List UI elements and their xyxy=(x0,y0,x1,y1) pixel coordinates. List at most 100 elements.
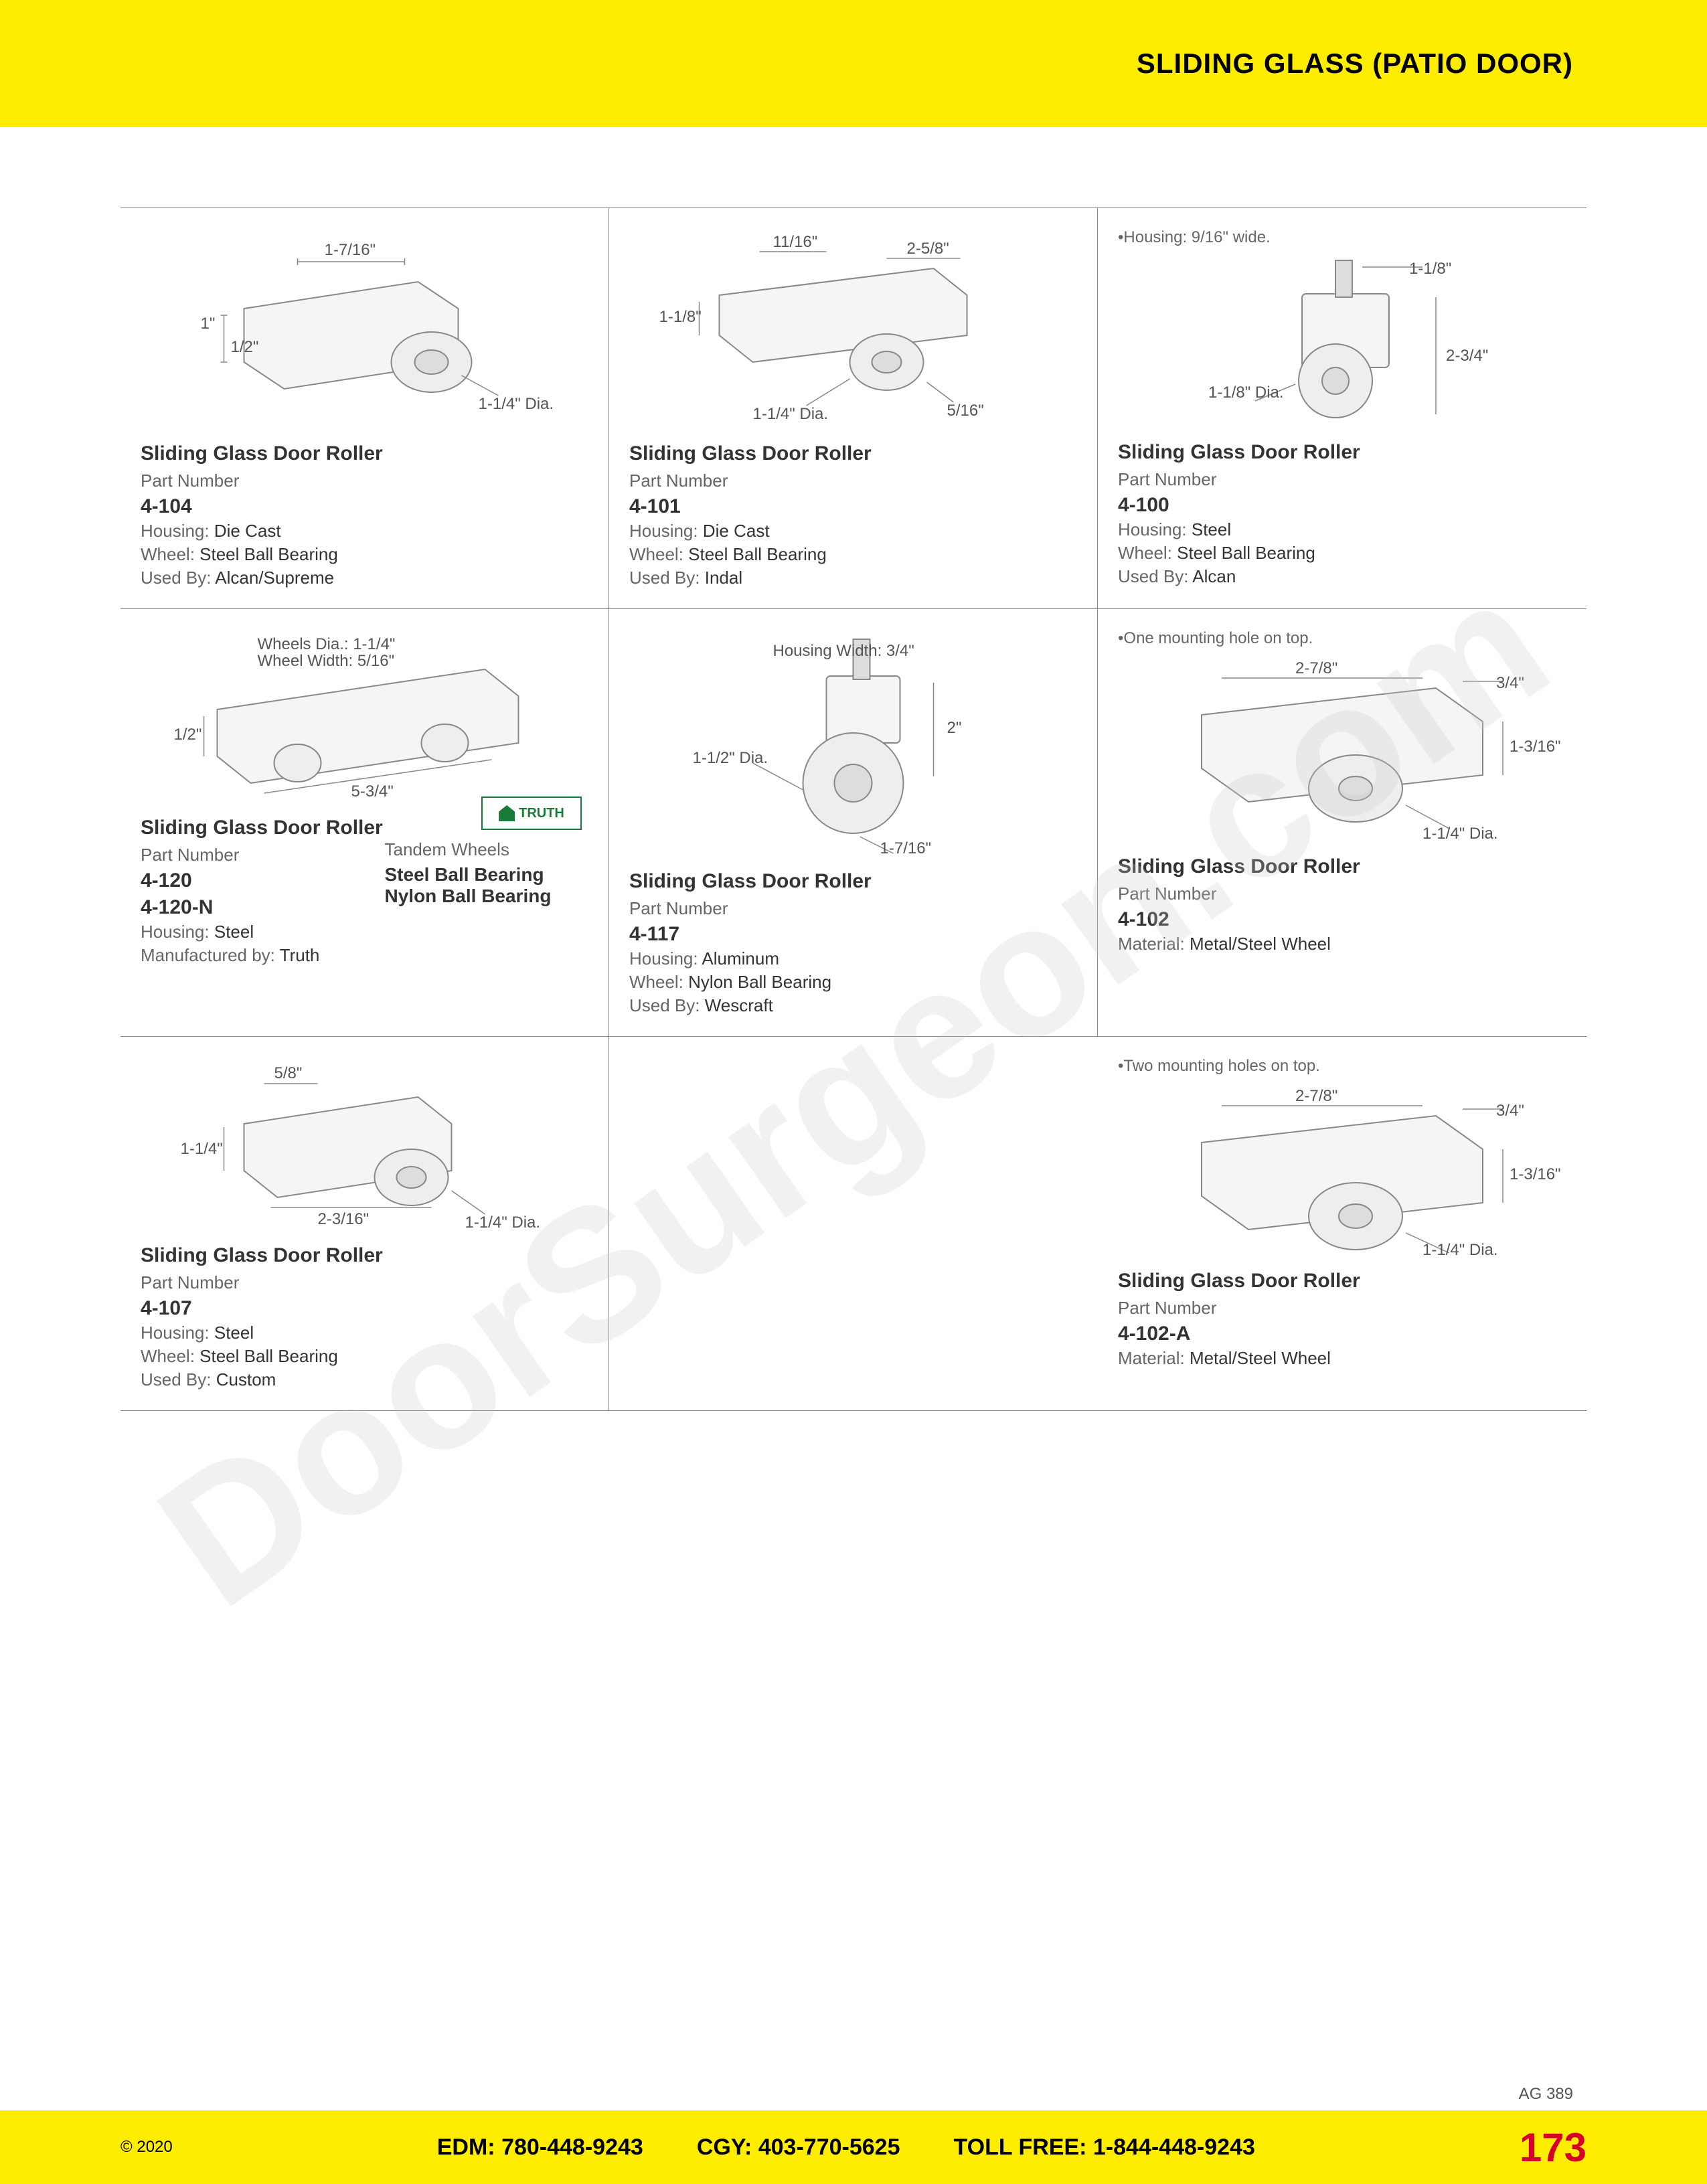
spec: Wheel: Nylon Ball Bearing xyxy=(629,972,1077,993)
note: •Two mounting holes on top. xyxy=(1118,1057,1566,1076)
product-title: Sliding Glass Door Roller xyxy=(629,442,1077,465)
spec: Housing: Steel xyxy=(1118,519,1566,540)
product-title: Sliding Glass Door Roller xyxy=(1118,1270,1566,1292)
product-title: Sliding Glass Door Roller xyxy=(141,442,588,465)
part-label: Part Number xyxy=(1118,884,1566,904)
dim-label: Wheels Dia.: 1-1/4" xyxy=(258,635,396,653)
dim-label: 1-1/2" Dia. xyxy=(693,749,768,767)
dim-label: 1-1/8" xyxy=(659,308,702,326)
product-grid: 1-7/16" 1" 1/2" 1-1/4" Dia. Sliding Glas… xyxy=(120,207,1587,1411)
part-number: 4-102 xyxy=(1118,908,1566,931)
dim-label: 2-5/8" xyxy=(907,240,949,258)
dim-label: 5/16" xyxy=(947,402,984,420)
dim-label: 1-3/16" xyxy=(1510,738,1561,756)
dim-label: 3/4" xyxy=(1496,674,1524,692)
dim-label: Wheel Width: 5/16" xyxy=(258,652,395,670)
spec: Housing: Die Cast xyxy=(141,521,588,541)
truth-logo: TRUTH xyxy=(481,796,582,830)
part-number: 4-120 xyxy=(141,869,345,892)
spec: Wheel: Steel Ball Bearing xyxy=(141,544,588,565)
part-label: Part Number xyxy=(629,471,1077,491)
dim-label: 1/2" xyxy=(231,338,259,356)
ag-label: AG 389 xyxy=(1519,2085,1573,2104)
part-number: 4-107 xyxy=(141,1297,588,1320)
dim-label: 1" xyxy=(201,315,216,333)
header-title: SLIDING GLASS (PATIO DOOR) xyxy=(1137,48,1573,80)
diagram-4-102: 2-7/8" 3/4" 1-3/16" 1-1/4" Dia. xyxy=(1118,655,1566,842)
dim-label: 1-7/16" xyxy=(325,241,376,259)
spec: Used By: Custom xyxy=(141,1369,588,1390)
part-number: 4-104 xyxy=(141,495,588,518)
diagram-4-120: Wheels Dia.: 1-1/4" Wheel Width: 5/16" 1… xyxy=(141,629,588,803)
dim-label: 1-1/4" Dia. xyxy=(465,1213,541,1231)
spec: Used By: Wescraft xyxy=(629,995,1077,1016)
product-cell-4-104: 1-7/16" 1" 1/2" 1-1/4" Dia. Sliding Glas… xyxy=(120,208,609,609)
part-label: Part Number xyxy=(1118,469,1566,490)
spec: Wheel: Steel Ball Bearing xyxy=(141,1346,588,1367)
dim-label: 1-3/16" xyxy=(1510,1165,1561,1183)
dim-label: 3/4" xyxy=(1496,1102,1524,1120)
diagram-4-100: 1-1/8" 1-1/8" Dia. 2-3/4" xyxy=(1118,254,1566,428)
part-label: Part Number xyxy=(141,1272,588,1293)
dim-label: 1/2" xyxy=(174,726,202,744)
footer-copyright: © 2020 xyxy=(120,2138,173,2157)
dim-label: 1-1/4" Dia. xyxy=(753,405,829,423)
diagram-4-117: Housing Width: 3/4" 1-1/2" Dia. 2" 1-7/1… xyxy=(629,629,1077,857)
dim-label: 5-3/4" xyxy=(351,782,394,801)
spec: Material: Metal/Steel Wheel xyxy=(1118,934,1566,954)
dim-label: Housing Width: 3/4" xyxy=(773,642,914,660)
dim-label: 5/8" xyxy=(274,1064,303,1082)
diagram-4-102-a: 2-7/8" 3/4" 1-3/16" 1-1/4" Dia. xyxy=(1118,1082,1566,1256)
footer-contacts: EDM: 780-448-9243 CGY: 403-770-5625 TOLL… xyxy=(173,2134,1520,2161)
part-label: Part Number xyxy=(1118,1298,1566,1319)
header-bar: SLIDING GLASS (PATIO DOOR) xyxy=(0,0,1707,127)
note: •Housing: 9/16" wide. xyxy=(1118,228,1566,247)
dim-label: 1-1/8" xyxy=(1409,260,1451,278)
spec: Housing: Steel xyxy=(141,1323,588,1343)
spec: Manufactured by: Truth xyxy=(141,945,588,966)
spec: Wheel: Steel Ball Bearing xyxy=(1118,543,1566,564)
part-number: 4-101 xyxy=(629,495,1077,518)
content-area: 1-7/16" 1" 1/2" 1-1/4" Dia. Sliding Glas… xyxy=(0,127,1707,1411)
tandem-val: Steel Ball Bearing xyxy=(385,864,589,886)
dim-label: 1-7/16" xyxy=(880,839,932,857)
product-cell-4-117: Housing Width: 3/4" 1-1/2" Dia. 2" 1-7/1… xyxy=(609,609,1098,1037)
product-title: Sliding Glass Door Roller xyxy=(141,1244,588,1267)
product-cell-4-102-a: •Two mounting holes on top. 2-7/8" xyxy=(1098,1037,1587,1411)
product-cell-4-101: 11/16" 2-5/8" 1-1/8" 1-1/4" Dia. 5/16" S… xyxy=(609,208,1098,609)
footer-bar: © 2020 EDM: 780-448-9243 CGY: 403-770-56… xyxy=(0,2110,1707,2184)
part-label: Part Number xyxy=(141,471,588,491)
page-number: 173 xyxy=(1520,2124,1587,2171)
part-label: Part Number xyxy=(141,845,345,865)
footer-tollfree: TOLL FREE: 1-844-448-9243 xyxy=(953,2134,1254,2161)
note: •One mounting hole on top. xyxy=(1118,629,1566,648)
product-cell-4-102: •One mounting hole on top. 2-7/8" xyxy=(1098,609,1587,1037)
dim-label: 2" xyxy=(947,719,962,737)
diagram-4-101: 11/16" 2-5/8" 1-1/8" 1-1/4" Dia. 5/16" xyxy=(629,228,1077,429)
spec: Wheel: Steel Ball Bearing xyxy=(629,544,1077,565)
product-cell-4-120: Wheels Dia.: 1-1/4" Wheel Width: 5/16" 1… xyxy=(120,609,609,1037)
part-number-2: 4-120-N xyxy=(141,896,345,919)
dim-label: 2-7/8" xyxy=(1295,659,1337,677)
part-number: 4-117 xyxy=(629,923,1077,946)
footer-edm: EDM: 780-448-9243 xyxy=(437,2134,643,2161)
spec: Used By: Alcan/Supreme xyxy=(141,568,588,588)
product-cell-4-107: 5/8" 1-1/4" 2-3/16" 1-1/4" Dia. Sliding … xyxy=(120,1037,609,1411)
dim-label: 1-1/4" Dia. xyxy=(1422,1241,1498,1256)
dim-label: 1-1/4" Dia. xyxy=(479,395,554,413)
tandem-val: Nylon Ball Bearing xyxy=(385,886,589,907)
footer-cgy: CGY: 403-770-5625 xyxy=(697,2134,900,2161)
part-label: Part Number xyxy=(629,898,1077,919)
product-title: Sliding Glass Door Roller xyxy=(629,870,1077,893)
spec: Housing: Aluminum xyxy=(629,948,1077,969)
spec: Housing: Die Cast xyxy=(629,521,1077,541)
part-number: 4-100 xyxy=(1118,494,1566,517)
tandem-block: Part Number 4-120 4-120-N Tandem Wheels … xyxy=(141,839,588,919)
part-number: 4-102-A xyxy=(1118,1323,1566,1345)
dim-label: 2-3/16" xyxy=(318,1210,370,1228)
empty-cell xyxy=(609,1037,1098,1411)
diagram-4-107: 5/8" 1-1/4" 2-3/16" 1-1/4" Dia. xyxy=(141,1057,588,1231)
product-cell-4-100: •Housing: 9/16" wide. 1-1/8" xyxy=(1098,208,1587,609)
dim-label: 1-1/4" xyxy=(181,1140,223,1158)
dim-label: 2-7/8" xyxy=(1295,1087,1337,1105)
